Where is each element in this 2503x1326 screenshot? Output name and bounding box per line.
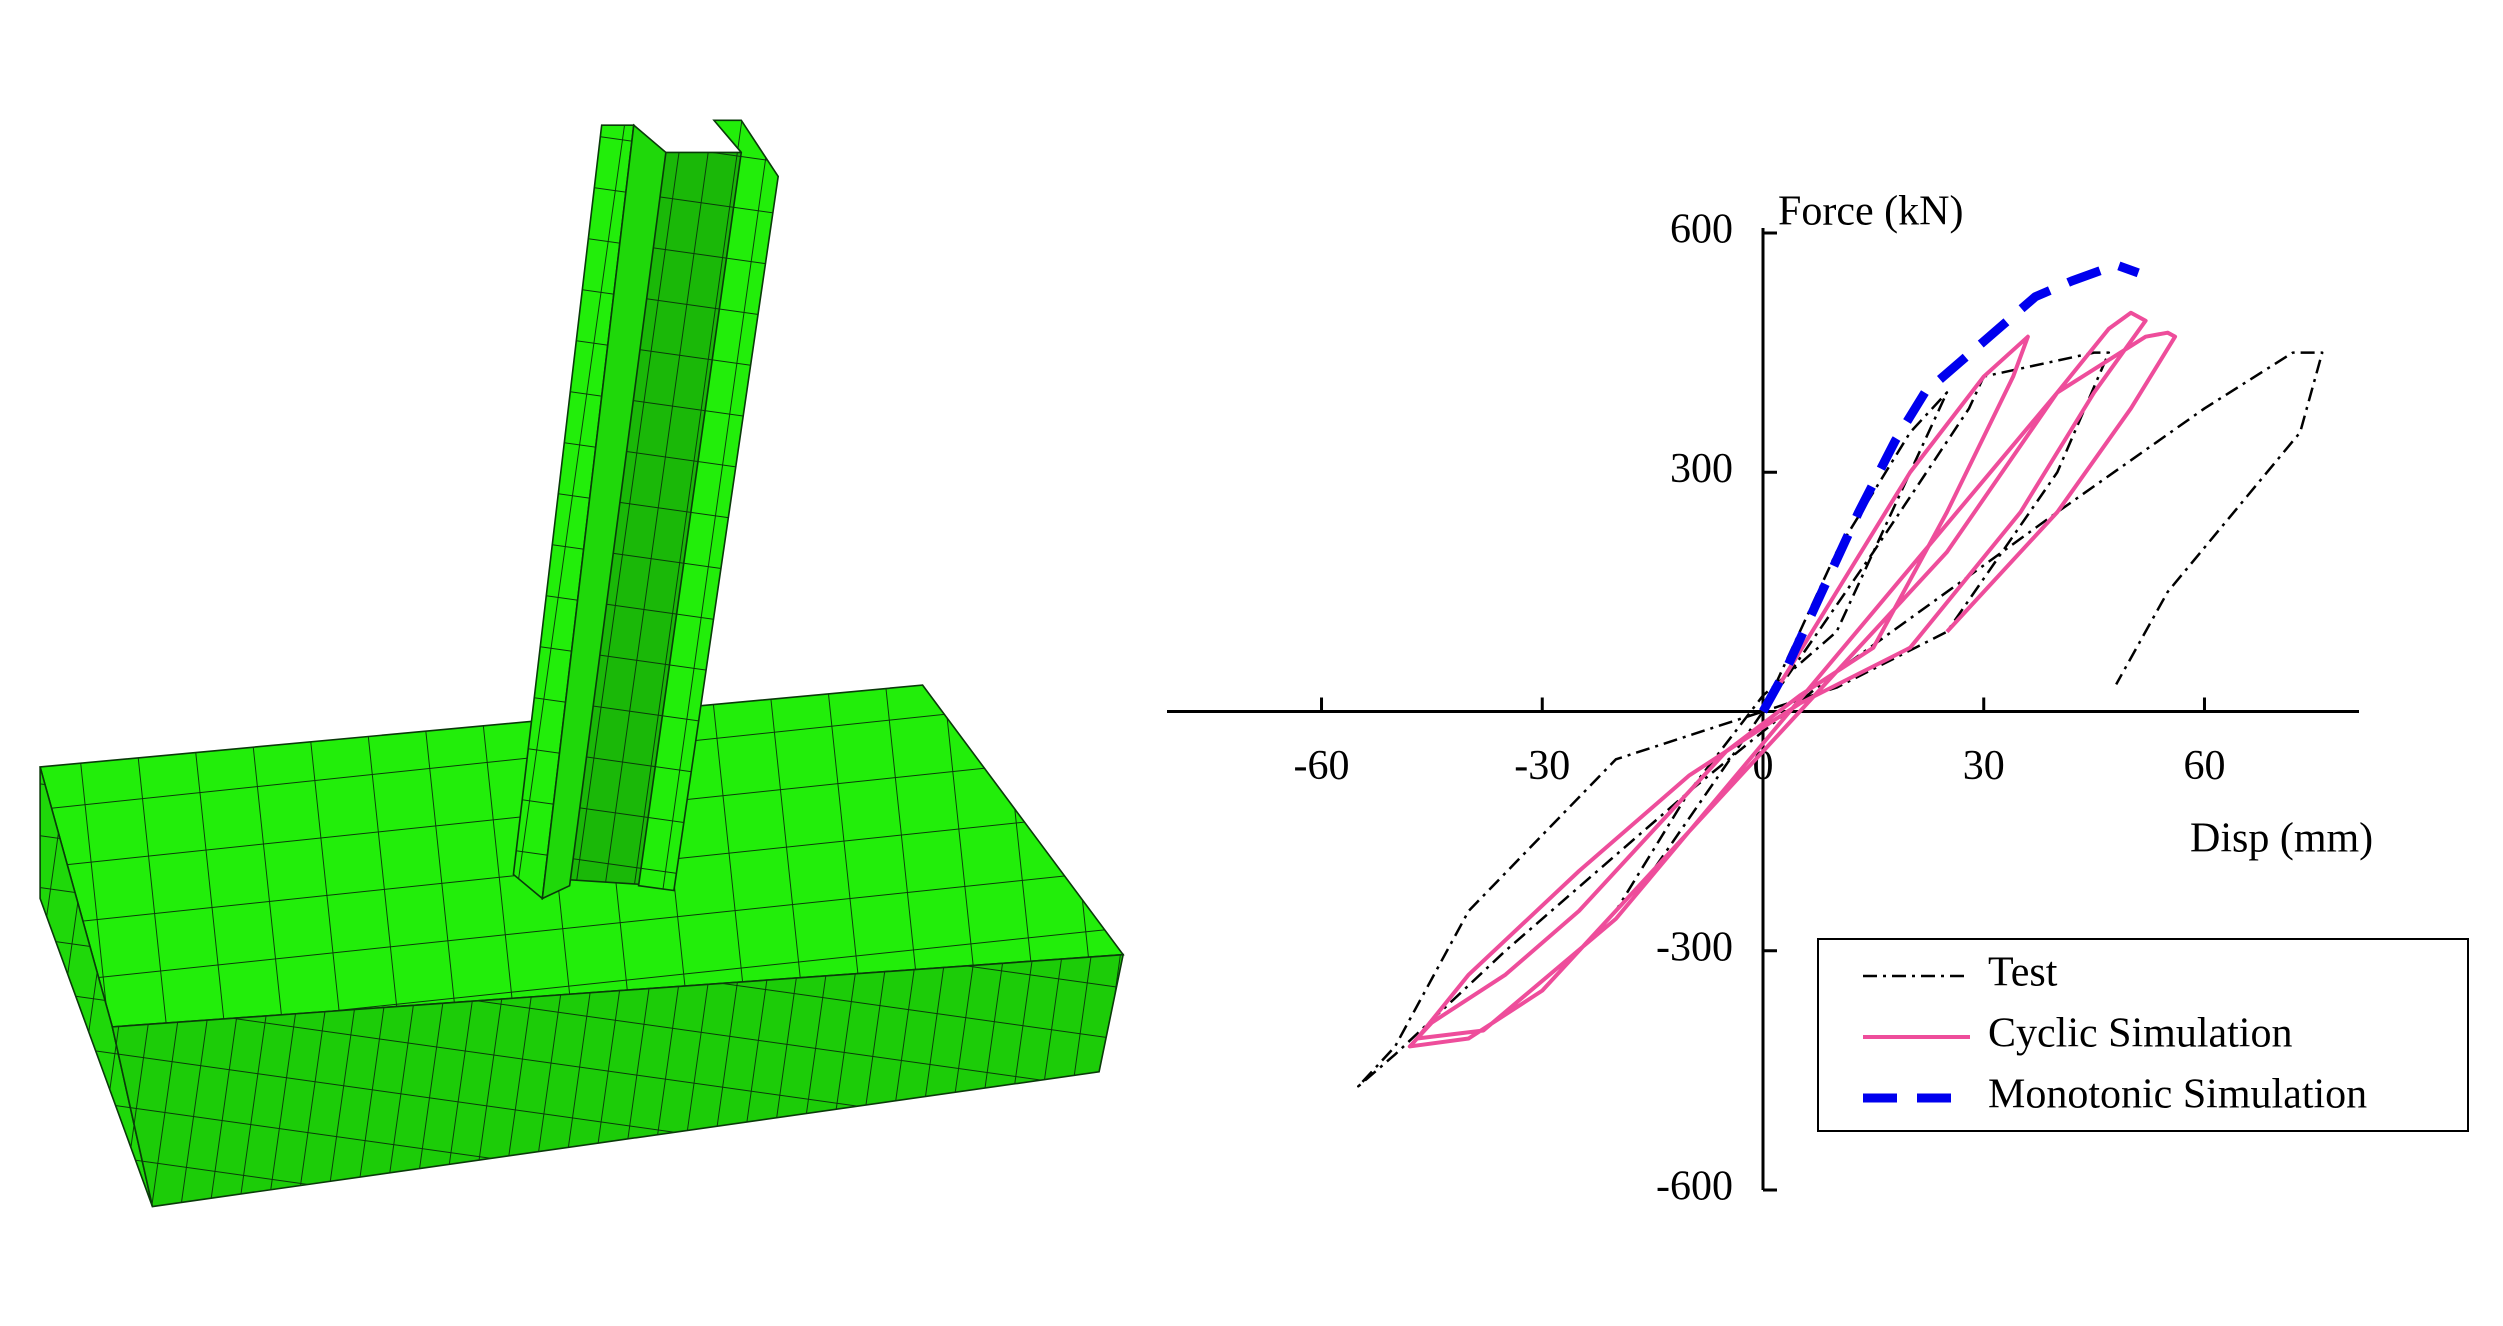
x-axis-label: Disp (mm)	[2190, 816, 2373, 862]
x-tick-label: 60	[2183, 743, 2225, 789]
legend-label: Cyclic Simulation	[1988, 1011, 2292, 1057]
y-tick-label: 300	[1670, 446, 1733, 492]
y-tick-label: -300	[1656, 924, 1733, 970]
chart: Force (kN) Disp (mm) -60 -30 0 30 60-600-300…	[1167, 189, 2469, 1210]
x-tick-label: 30	[1963, 743, 2005, 789]
legend-label: Monotonic Simulation	[1988, 1072, 2367, 1118]
series-line	[1407, 310, 2178, 1049]
x-tick-label: -30	[1514, 743, 1570, 789]
fe-model	[39, 119, 1125, 1208]
y-tick-label: 600	[1670, 207, 1733, 253]
series-line	[1759, 260, 2140, 714]
x-tick-label: -60	[1294, 743, 1350, 789]
legend-label: Test	[1988, 950, 2058, 996]
y-axis-label: Force (kN)	[1778, 189, 1963, 235]
y-tick-label: -600	[1656, 1164, 1733, 1210]
